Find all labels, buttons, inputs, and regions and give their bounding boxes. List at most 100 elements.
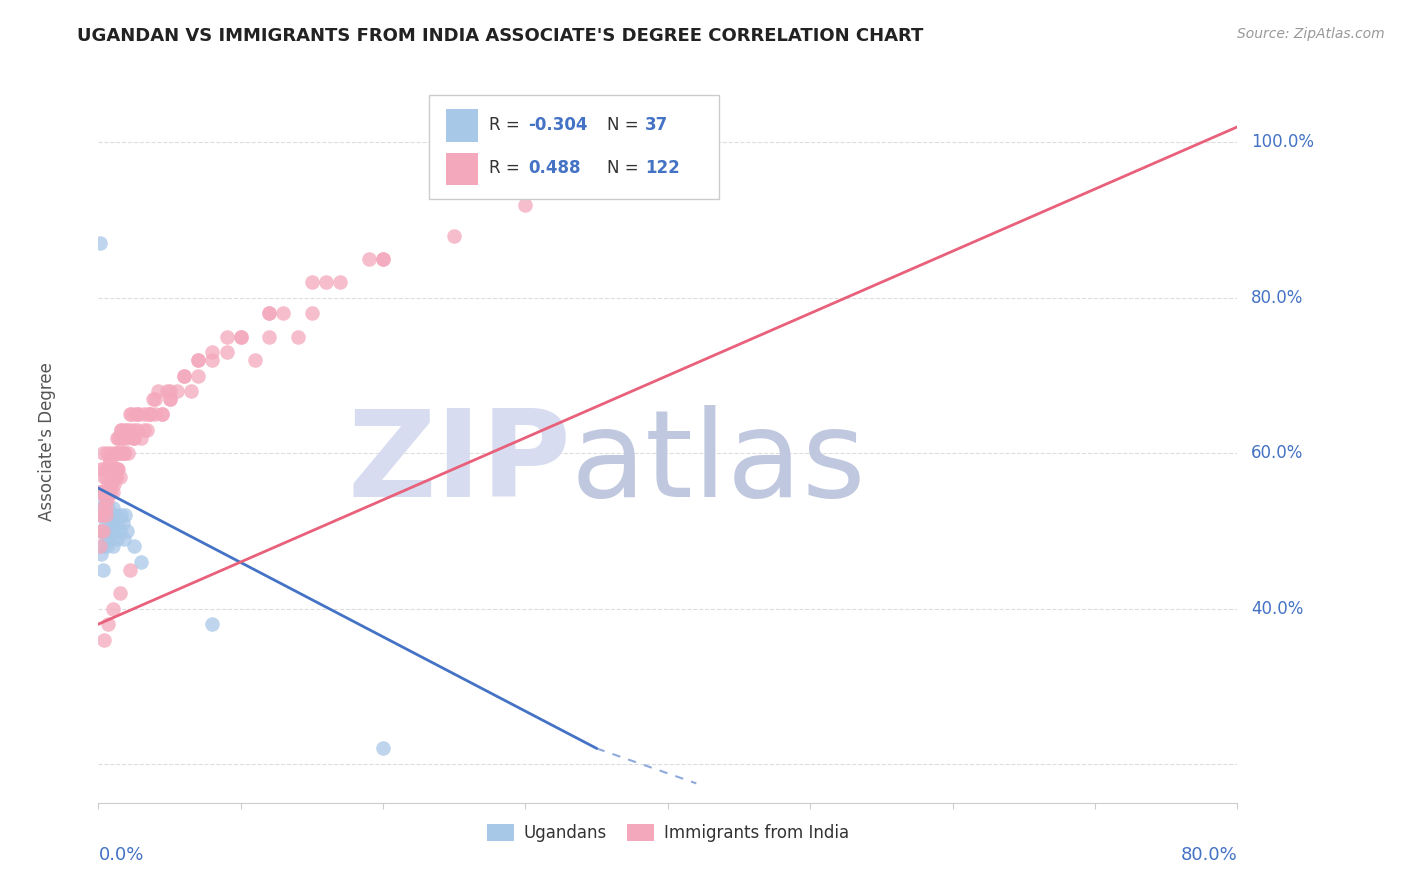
Text: 80.0%: 80.0% xyxy=(1181,847,1237,864)
Point xyxy=(110,508,132,523)
Point xyxy=(373,252,395,266)
Point xyxy=(91,446,114,460)
Point xyxy=(98,516,121,530)
Point xyxy=(90,461,112,475)
Point xyxy=(124,408,146,422)
Point xyxy=(152,408,174,422)
Text: Source: ZipAtlas.com: Source: ZipAtlas.com xyxy=(1237,27,1385,41)
Point xyxy=(141,392,163,406)
Point xyxy=(96,540,118,554)
Point xyxy=(93,469,115,483)
Point xyxy=(122,431,145,445)
Point xyxy=(100,508,122,523)
Point xyxy=(93,485,115,500)
Point xyxy=(89,236,111,251)
Point xyxy=(97,617,120,632)
Point xyxy=(90,547,112,561)
Point xyxy=(301,275,323,289)
Point xyxy=(91,524,114,538)
Point xyxy=(187,353,209,368)
Point xyxy=(100,524,122,538)
Point xyxy=(97,461,120,475)
Point xyxy=(259,306,281,320)
Point xyxy=(112,532,135,546)
Point xyxy=(90,485,112,500)
Point xyxy=(121,431,143,445)
Point xyxy=(110,446,132,460)
Point xyxy=(105,431,128,445)
Point xyxy=(273,306,295,320)
Text: R =: R = xyxy=(489,116,524,134)
Point xyxy=(91,508,114,523)
Point xyxy=(159,392,181,406)
Point xyxy=(90,524,112,538)
Text: 37: 37 xyxy=(645,116,668,134)
Point xyxy=(108,469,131,483)
Text: atlas: atlas xyxy=(571,405,866,522)
Point xyxy=(148,384,170,398)
Text: -0.304: -0.304 xyxy=(527,116,588,134)
Point xyxy=(108,524,131,538)
Text: ZIP: ZIP xyxy=(347,405,571,522)
Point xyxy=(101,469,124,483)
Point xyxy=(132,423,155,437)
Point xyxy=(101,601,124,615)
Text: N =: N = xyxy=(607,160,644,178)
Point xyxy=(301,306,323,320)
Point xyxy=(515,197,537,211)
Point xyxy=(97,524,120,538)
Text: 0.0%: 0.0% xyxy=(98,847,143,864)
Point xyxy=(156,384,179,398)
Point xyxy=(90,508,112,523)
Point xyxy=(138,408,160,422)
Point xyxy=(90,524,112,538)
Point xyxy=(136,408,159,422)
Text: UGANDAN VS IMMIGRANTS FROM INDIA ASSOCIATE'S DEGREE CORRELATION CHART: UGANDAN VS IMMIGRANTS FROM INDIA ASSOCIA… xyxy=(77,27,924,45)
Point xyxy=(97,477,120,491)
Point xyxy=(443,228,465,243)
Point xyxy=(180,384,202,398)
Point xyxy=(129,555,152,569)
Point xyxy=(111,431,134,445)
Point xyxy=(104,469,127,483)
Point xyxy=(159,384,181,398)
Point xyxy=(89,485,111,500)
Point xyxy=(259,306,281,320)
Point xyxy=(93,524,115,538)
Point xyxy=(107,461,129,475)
Point xyxy=(98,454,121,468)
Point xyxy=(98,532,121,546)
Point xyxy=(115,524,138,538)
Point xyxy=(96,508,118,523)
Point xyxy=(138,408,160,422)
Point xyxy=(96,492,118,507)
Point xyxy=(108,586,131,600)
Point xyxy=(135,423,157,437)
Point xyxy=(94,492,117,507)
Point xyxy=(104,446,127,460)
Point xyxy=(215,345,238,359)
Point xyxy=(112,446,135,460)
Text: 122: 122 xyxy=(645,160,681,178)
Point xyxy=(145,408,167,422)
Point xyxy=(105,461,128,475)
Text: 0.488: 0.488 xyxy=(527,160,581,178)
Point xyxy=(115,423,138,437)
FancyBboxPatch shape xyxy=(446,153,478,185)
Point xyxy=(94,532,117,546)
Point xyxy=(145,392,167,406)
Point xyxy=(110,423,132,437)
Point xyxy=(129,431,152,445)
Text: 60.0%: 60.0% xyxy=(1251,444,1303,462)
Point xyxy=(152,408,174,422)
Point xyxy=(287,329,309,343)
Point xyxy=(132,408,155,422)
Point xyxy=(114,508,136,523)
Point xyxy=(122,540,145,554)
Point xyxy=(108,446,131,460)
Point xyxy=(373,741,395,756)
Point xyxy=(201,617,224,632)
Point xyxy=(112,446,135,460)
Point xyxy=(110,423,132,437)
Point xyxy=(229,329,252,343)
